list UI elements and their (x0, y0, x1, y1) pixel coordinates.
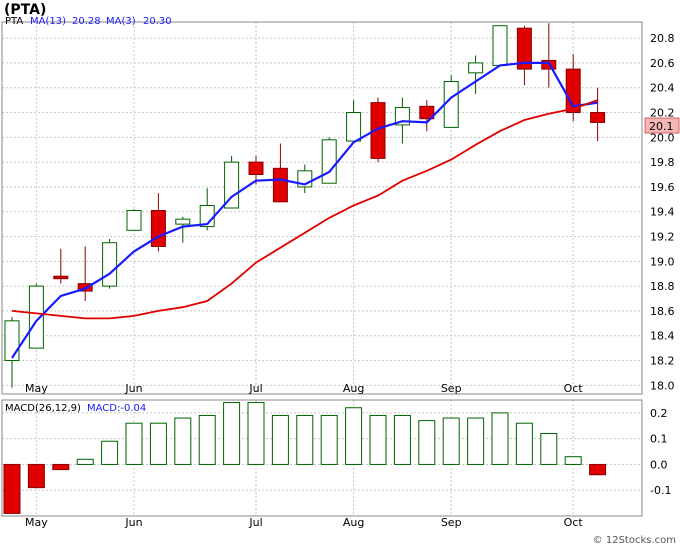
price-y-tick: 18.2 (650, 355, 675, 368)
watermark: © 12Stocks.com (593, 535, 676, 546)
price-y-axis: 18.0 18.2 18.4 18.6 18.8 19.0 19.2 19.4 19.6 19.8… (650, 32, 675, 392)
month-label: Sep (441, 382, 462, 395)
month-label: Aug (343, 382, 364, 395)
macd-bar (418, 420, 436, 465)
candle-body (272, 167, 288, 203)
macd-bar (369, 414, 387, 465)
macd-bar (589, 463, 607, 476)
month-label: Jun (124, 382, 142, 395)
legend-ma3-label: MA(3) (106, 16, 136, 27)
macd-month-label: May (25, 516, 48, 529)
macd-bar (515, 422, 533, 465)
price-y-tick: 18.8 (650, 280, 675, 293)
macd-bar (564, 456, 582, 465)
macd-bar (345, 407, 363, 465)
price-y-tick: 19.0 (650, 255, 675, 268)
price-y-tick: 20.4 (650, 82, 675, 95)
macd-bar (442, 417, 460, 465)
price-y-tick: 19.2 (650, 231, 675, 244)
macd-bar (27, 463, 45, 489)
macd-bar (320, 414, 338, 465)
macd-panel-frame (1, 399, 643, 517)
month-label: Oct (564, 382, 584, 395)
macd-month-label: Oct (564, 516, 584, 529)
macd-bar (52, 463, 70, 471)
price-y-tick: 18.4 (650, 330, 675, 343)
candle-body (419, 105, 435, 120)
macd-bar (174, 417, 192, 465)
chart-title: (PTA) (4, 2, 46, 18)
candle-body (468, 62, 484, 74)
ma13-line (11, 61, 598, 359)
candle-body (590, 112, 606, 123)
candle-body (102, 242, 118, 287)
macd-legend-value: MACD:-0.04 (87, 403, 146, 414)
legend-ma3-value: 20.30 (143, 16, 172, 27)
macd-legend-params: MACD(26,12,9) (5, 403, 81, 414)
macd-y-tick: 0.0 (650, 458, 668, 471)
macd-month-label: Aug (343, 516, 364, 529)
macd-bar (125, 422, 143, 465)
price-month-labels: May Jun Jul Aug Sep Oct (25, 382, 583, 395)
macd-bar (271, 414, 289, 465)
candle-body (53, 275, 69, 280)
candle-body (4, 320, 20, 362)
candle-body (175, 218, 191, 225)
month-label: Jul (248, 382, 262, 395)
price-y-tick: 20.6 (650, 57, 675, 70)
candle-body (150, 209, 166, 247)
ma3-line (11, 99, 598, 320)
macd-bar (247, 402, 265, 465)
macd-month-label: Jun (124, 516, 142, 529)
macd-y-axis: 0.2 0.1 0.0 -0.1 (650, 407, 671, 497)
macd-bar (223, 402, 241, 465)
macd-y-tick: 0.1 (650, 433, 668, 446)
macd-bar (3, 463, 21, 514)
price-y-tick: 19.6 (650, 181, 675, 194)
candle-body (126, 209, 142, 231)
legend-ma13-value: 20.28 (72, 16, 101, 27)
price-y-tick: 19.4 (650, 206, 675, 219)
macd-y-tick: -0.1 (650, 484, 671, 497)
candle-body (224, 161, 240, 209)
candle-body (516, 27, 532, 70)
last-price-badge-text: 20.1 (649, 120, 674, 133)
price-y-tick: 20.2 (650, 107, 675, 120)
legend-symbol: PTA (5, 16, 23, 27)
macd-bar (540, 433, 558, 465)
macd-bar (491, 412, 509, 465)
month-label: May (25, 382, 48, 395)
candle-body (370, 102, 386, 159)
macd-y-tick: 0.2 (650, 407, 668, 420)
price-y-tick: 20.0 (650, 131, 675, 144)
legend-ma13-label: MA(13) (30, 16, 66, 27)
candle-body (443, 81, 459, 128)
macd-bars (3, 402, 607, 514)
price-y-tick: 19.8 (650, 156, 675, 169)
price-y-tick: 18.6 (650, 305, 675, 318)
candle-body (492, 25, 508, 66)
macd-month-label: Sep (441, 516, 462, 529)
candle-body (248, 161, 264, 176)
macd-bar (101, 440, 119, 465)
price-panel-frame (1, 21, 643, 395)
candle-body (28, 285, 44, 349)
macd-month-label: Jul (248, 516, 262, 529)
macd-bar (76, 458, 94, 465)
candle-body (346, 112, 362, 142)
macd-bar (149, 422, 167, 465)
last-price-badge (644, 117, 680, 134)
price-y-tick: 18.0 (650, 379, 675, 392)
macd-month-labels: May Jun Jul Aug Sep Oct (25, 516, 583, 529)
macd-bar (467, 417, 485, 465)
price-y-tick: 20.8 (650, 32, 675, 45)
candle-body (321, 139, 337, 184)
macd-bar (198, 414, 216, 465)
macd-bar (296, 414, 314, 465)
macd-bar (393, 414, 411, 465)
